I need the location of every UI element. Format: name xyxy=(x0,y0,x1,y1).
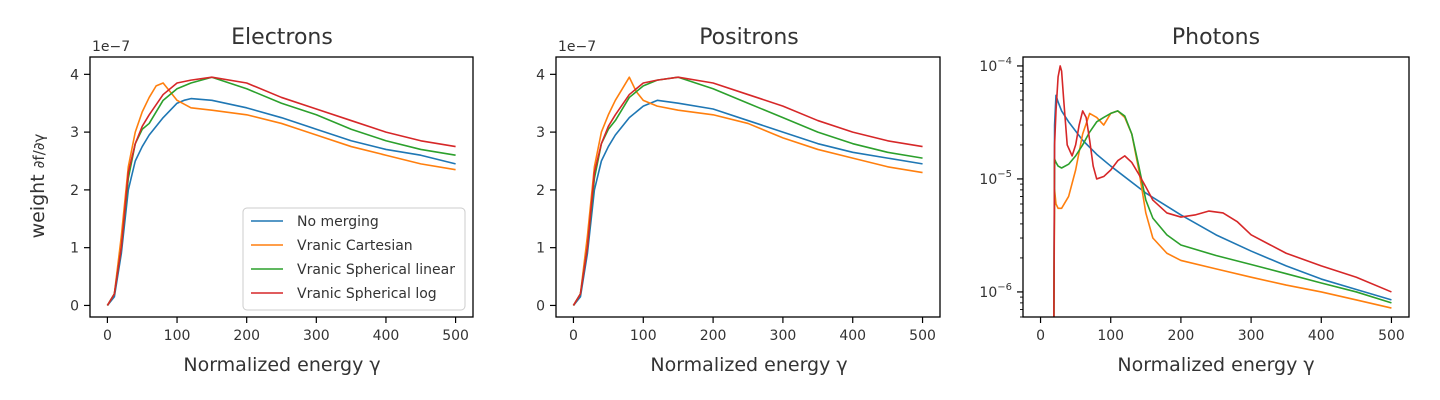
photons-y-tick-label: 10−6 xyxy=(979,282,1012,301)
electrons-title: Electrons xyxy=(231,25,333,50)
photons-y-tick-label: 10−4 xyxy=(979,56,1012,75)
electrons-x-tick-label: 0 xyxy=(103,328,112,344)
electrons-y-tick-label: 1 xyxy=(70,241,79,257)
y-axis-label-prefix: weight xyxy=(27,174,49,238)
photons-x-tick-label: 0 xyxy=(1036,328,1045,344)
positrons-plot-frame xyxy=(555,56,941,318)
positrons-y-tick-label: 3 xyxy=(536,125,545,141)
electrons-x-tick-label: 200 xyxy=(233,328,260,344)
electrons-x-tick-label: 400 xyxy=(373,328,400,344)
electrons-y-tick-label: 3 xyxy=(70,125,79,141)
legend: No merging Vranic Cartesian Vranic Spher… xyxy=(242,207,466,311)
photons-title: Photons xyxy=(1172,25,1260,50)
photons-series-vranic-cartesian xyxy=(1053,110,1392,317)
legend-label-vranic-spherical-linear: Vranic Spherical linear xyxy=(297,262,455,278)
legend-label-vranic-spherical-log: Vranic Spherical log xyxy=(297,286,437,302)
electrons-x-tick-label: 300 xyxy=(303,328,330,344)
photons-plot-frame xyxy=(1022,56,1410,318)
positrons-series-no-merging xyxy=(572,99,923,306)
photons-series-group xyxy=(1053,65,1392,317)
positrons-x-tick-label: 300 xyxy=(770,328,797,344)
positrons-series-group xyxy=(572,76,923,306)
positrons-y-tick-label: 2 xyxy=(536,183,545,199)
legend-label-vranic-cartesian: Vranic Cartesian xyxy=(297,238,413,254)
photons-x-tick-label: 400 xyxy=(1308,328,1335,344)
photons-y-tick-label: 10−5 xyxy=(979,169,1012,188)
electrons-series-vranic-spherical-log xyxy=(106,76,456,306)
svg-text:weight∂f/∂γ: weight ∂f/∂γ xyxy=(27,133,49,238)
electrons-x-tick-label: 500 xyxy=(442,328,469,344)
electrons-y-tick-label: 4 xyxy=(70,67,79,83)
positrons-x-tick-label: 400 xyxy=(839,328,866,344)
electrons-y-axis-label: weight ∂f/∂γ xyxy=(27,133,49,238)
y-axis-label-derivative: ∂f/∂γ xyxy=(30,133,48,168)
electrons-x-axis-label: Normalized energy γ xyxy=(183,354,380,376)
photons-x-tick-label: 500 xyxy=(1378,328,1405,344)
plots: 0 100 200 300 400 500 0 1 2 3 4 0 100 200 300 400 500 0 1 2… xyxy=(70,56,1410,344)
photons-x-tick-label: 100 xyxy=(1097,328,1124,344)
photons-series-vranic-spherical-linear xyxy=(1053,110,1392,317)
electrons-series-group xyxy=(106,76,456,306)
positrons-x-tick-label: 500 xyxy=(909,328,936,344)
legend-label-no-merging: No merging xyxy=(297,214,379,230)
photons-x-axis-label: Normalized energy γ xyxy=(1117,354,1314,376)
electrons-series-no-merging xyxy=(106,97,456,306)
positrons-x-tick-label: 0 xyxy=(569,328,578,344)
electrons-series-vranic-cartesian xyxy=(106,82,456,306)
positrons-series-vranic-spherical-log xyxy=(572,76,923,306)
electrons-plot-frame xyxy=(89,56,474,318)
positrons-series-vranic-cartesian xyxy=(572,76,923,306)
electrons-y-multiplier: 1e−7 xyxy=(92,39,130,55)
positrons-series-vranic-spherical-linear xyxy=(572,76,923,306)
positrons-y-tick-label: 0 xyxy=(536,298,545,314)
electrons-y-tick-label: 2 xyxy=(70,183,79,199)
photons-x-tick-label: 200 xyxy=(1168,328,1195,344)
positrons-y-tick-label: 4 xyxy=(536,67,545,83)
positrons-x-tick-label: 100 xyxy=(630,328,657,344)
photons-series-vranic-spherical-log xyxy=(1053,65,1392,317)
positrons-x-tick-label: 200 xyxy=(700,328,727,344)
positrons-title: Positrons xyxy=(699,25,799,50)
electrons-panel: 0 100 200 300 400 500 0 1 2 3 4 xyxy=(70,56,474,344)
photons-x-tick-label: 300 xyxy=(1238,328,1265,344)
electrons-x-tick-label: 100 xyxy=(164,328,191,344)
electrons-y-tick-label: 0 xyxy=(70,298,79,314)
positrons-y-tick-label: 1 xyxy=(536,241,545,257)
photons-series-no-merging xyxy=(1053,94,1392,317)
positrons-y-multiplier: 1e−7 xyxy=(558,39,596,55)
legend-frame xyxy=(242,207,466,311)
positrons-panel: 0 100 200 300 400 500 0 1 2 3 4 xyxy=(536,56,941,344)
photons-panel: 0 100 200 300 400 500 10−6 10−5 10−4 xyxy=(979,56,1410,344)
positrons-x-axis-label: Normalized energy γ xyxy=(650,354,847,376)
